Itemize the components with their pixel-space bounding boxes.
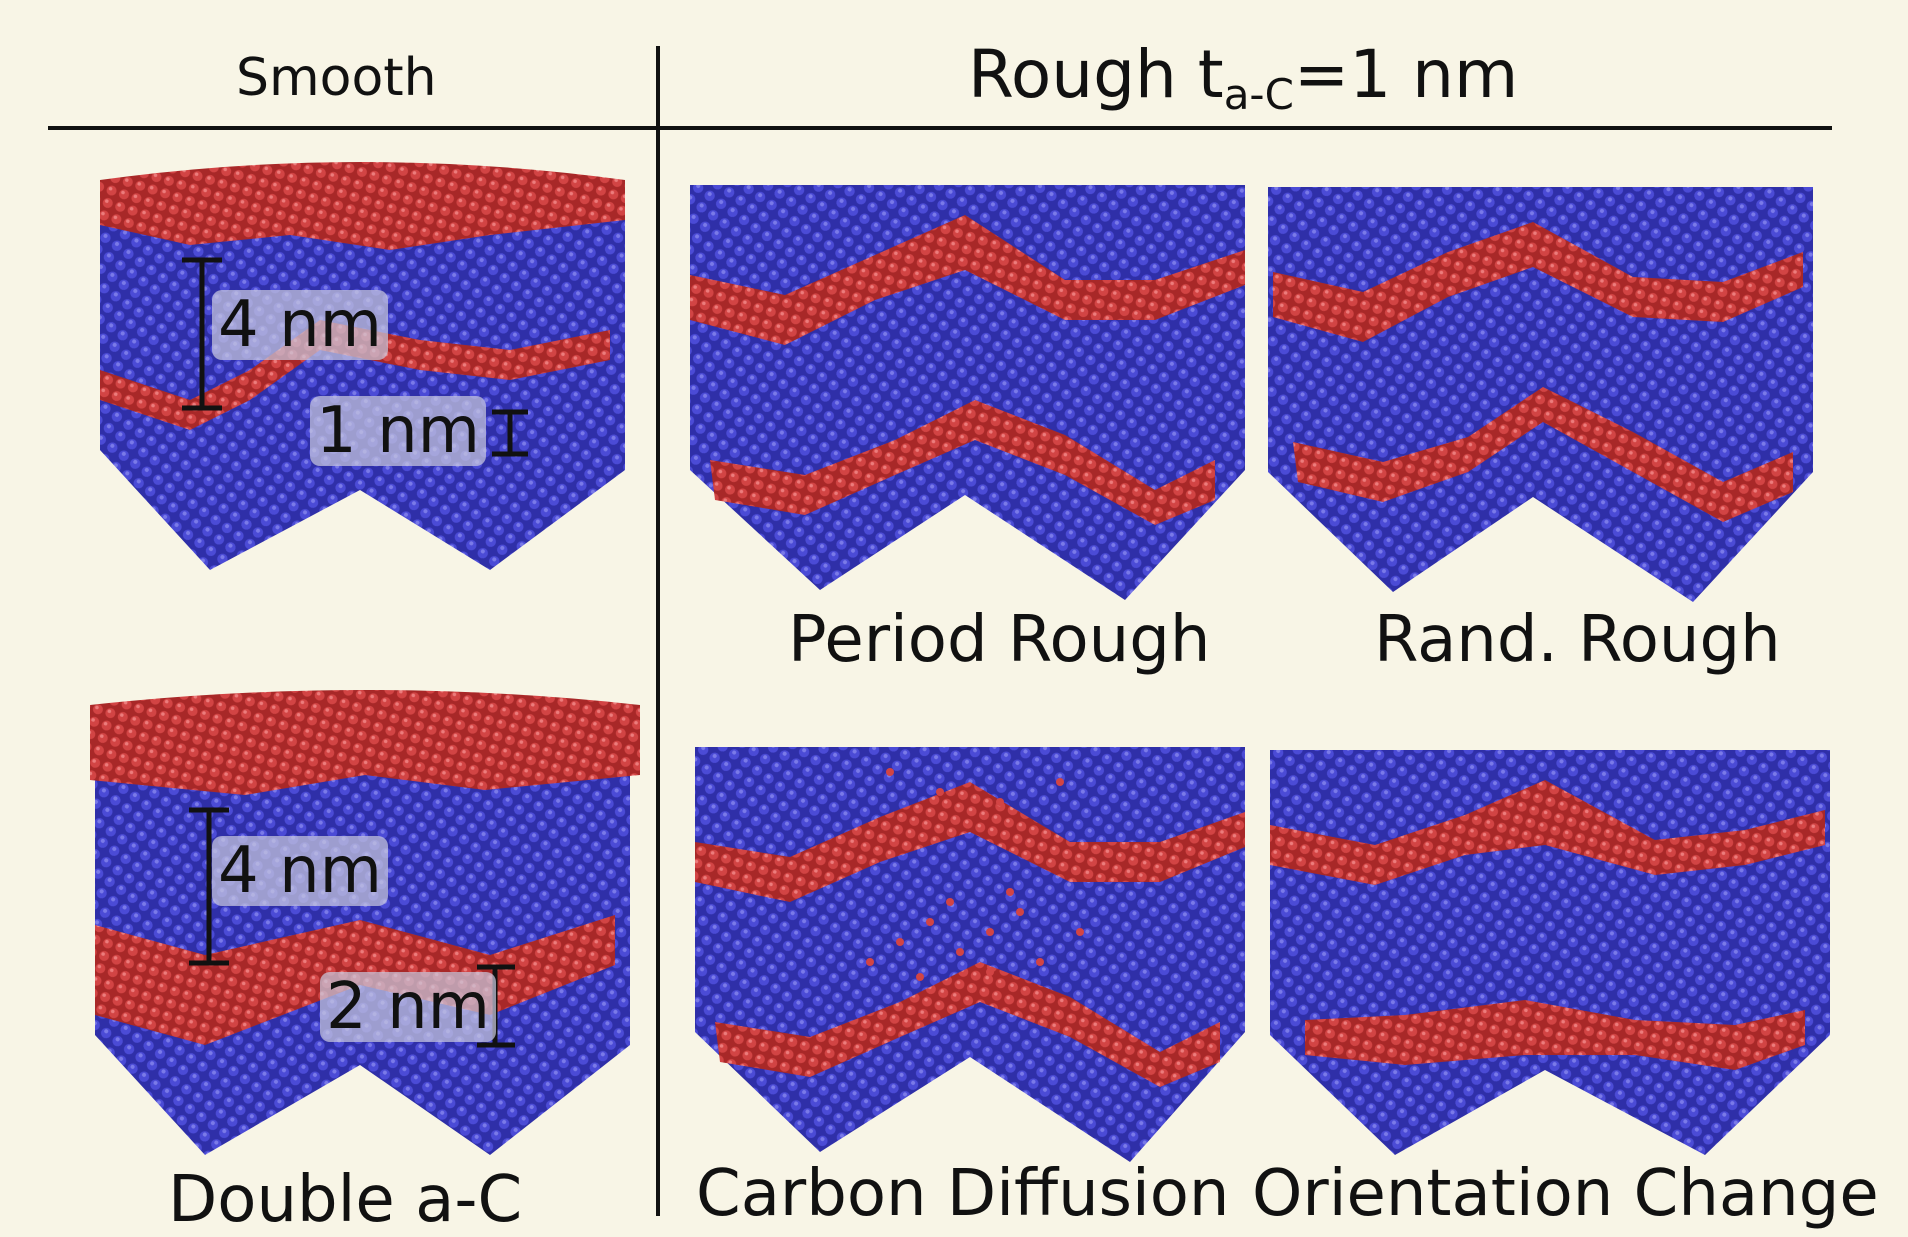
interface-layer-thin [100, 320, 610, 430]
smooth-double-panel [90, 690, 640, 1155]
smooth-double-label-thick: 4 nm [212, 836, 388, 906]
interface-layer-upper [695, 782, 1245, 902]
header-rough-subscript: a-C [1223, 70, 1294, 119]
caption-period-rough: Period Rough [788, 603, 1211, 677]
header-rough-prefix: Rough t [968, 36, 1224, 113]
interface-layer-upper [690, 215, 1245, 345]
header-rule [48, 126, 1832, 130]
smooth-single-label-thick: 4 nm [212, 290, 388, 360]
header-smooth: Smooth [236, 48, 437, 108]
period-rough-panel [690, 185, 1245, 600]
caption-double-ac: Double a-C [168, 1163, 523, 1237]
rand-rough-panel [1268, 187, 1813, 602]
caption-carbon-diffusion: Carbon Diffusion [696, 1157, 1230, 1231]
column-divider [656, 46, 660, 1216]
orientation-change-panel [1270, 750, 1830, 1155]
smooth-single-panel [100, 162, 625, 570]
header-rough-suffix: =1 nm [1293, 36, 1519, 113]
crystal-block [100, 190, 625, 570]
interface-layer-lower [715, 962, 1220, 1087]
header-rough: Rough ta-C=1 nm [968, 36, 1518, 119]
interface-layer-lower [1305, 1000, 1805, 1070]
interface-layer-lower [1293, 387, 1793, 522]
carbon-diffusion-panel [695, 747, 1245, 1162]
caption-orientation-change: Orientation Change [1252, 1157, 1879, 1231]
diffused-carbon-atoms [866, 768, 1084, 981]
caption-rand-rough: Rand. Rough [1374, 603, 1781, 677]
interface-layer-upper [1270, 780, 1825, 885]
top-layer [90, 690, 640, 795]
top-layer [100, 162, 625, 250]
smooth-double-label-thin: 2 nm [320, 972, 496, 1042]
interface-layer-upper [1273, 222, 1803, 342]
interface-layer-lower [710, 400, 1215, 525]
smooth-single-label-thin: 1 nm [310, 396, 486, 466]
